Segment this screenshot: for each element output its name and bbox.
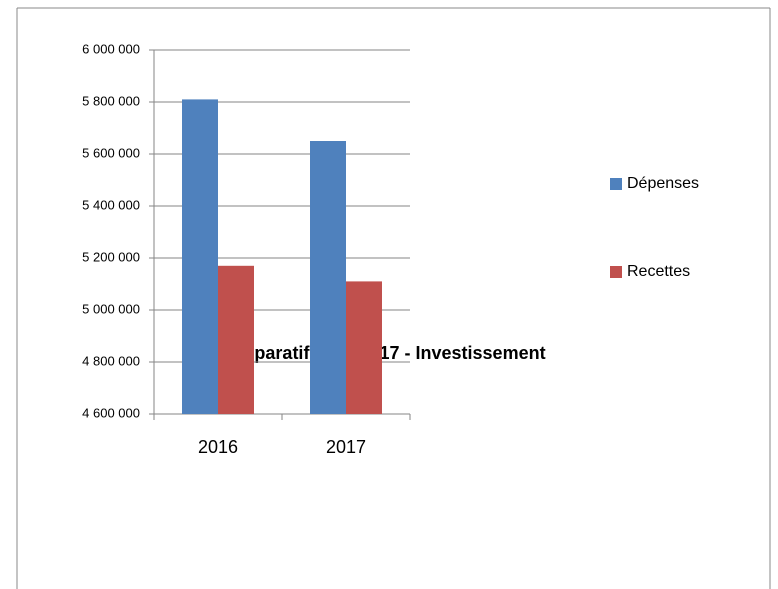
bar <box>182 99 218 415</box>
legend-label: Dépenses <box>627 175 699 192</box>
y-tick-label: 5 400 000 <box>82 197 140 212</box>
y-tick-label: 5 800 000 <box>82 93 140 108</box>
bar <box>310 141 346 414</box>
legend-swatch <box>610 178 622 190</box>
y-tick-label: 5 000 000 <box>82 301 140 316</box>
x-tick-label: 2017 <box>326 437 366 457</box>
y-tick-label: 5 600 000 <box>82 145 140 160</box>
legend-swatch <box>610 266 622 278</box>
y-tick-label: 4 600 000 <box>82 405 140 420</box>
bar <box>346 281 382 414</box>
y-tick-label: 5 200 000 <box>82 249 140 264</box>
legend-label: Recettes <box>627 263 690 280</box>
bar <box>218 265 254 414</box>
y-tick-label: 6 000 000 <box>82 41 140 56</box>
x-tick-label: 2016 <box>198 437 238 457</box>
y-tick-label: 4 800 000 <box>82 353 140 368</box>
